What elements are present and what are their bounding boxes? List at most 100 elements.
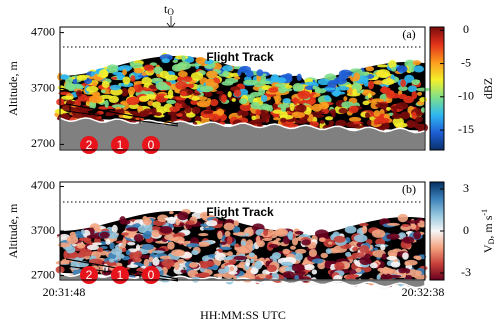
radar-texture	[383, 121, 390, 130]
radar-texture	[407, 85, 418, 93]
radar-texture	[348, 269, 358, 275]
radar-texture	[163, 94, 174, 99]
radar-texture	[329, 109, 336, 115]
radar-texture	[72, 111, 83, 119]
radar-texture	[233, 255, 248, 261]
radar-texture	[314, 88, 327, 94]
radar-texture	[373, 110, 381, 117]
radar-texture	[353, 72, 361, 82]
radar-texture	[210, 99, 219, 107]
radar-texture	[371, 98, 385, 103]
radar-texture	[109, 242, 115, 250]
radar-texture	[324, 95, 331, 101]
marker-label: 2	[86, 268, 93, 282]
radar-texture	[177, 61, 191, 70]
radar-texture	[268, 87, 279, 93]
radar-texture	[261, 80, 271, 85]
marker-label: 0	[148, 138, 155, 152]
radar-texture	[199, 85, 214, 93]
radar-texture	[376, 69, 391, 79]
radar-texture	[280, 261, 293, 267]
radar-texture	[391, 66, 397, 72]
radar-texture	[176, 113, 183, 117]
radar-texture	[297, 90, 311, 100]
y-axis-title: Altitude, m	[6, 61, 20, 116]
x-axis-title: HH:MM:SS UTC	[200, 308, 286, 322]
radar-texture	[76, 75, 88, 81]
marker-label: 1	[117, 268, 124, 282]
radar-texture	[222, 65, 233, 72]
radar-texture	[343, 96, 348, 102]
radar-texture	[255, 109, 262, 116]
radar-texture	[266, 264, 277, 273]
radar-texture	[177, 258, 185, 264]
radar-texture	[124, 230, 138, 239]
radar-texture	[120, 219, 131, 225]
radar-texture	[277, 103, 290, 109]
radar-texture	[177, 211, 189, 221]
radar-texture	[172, 59, 178, 63]
radar-texture	[411, 111, 417, 120]
radar-texture	[414, 116, 424, 123]
radar-texture	[233, 76, 241, 80]
radar-texture	[280, 117, 287, 123]
radar-texture	[415, 255, 422, 261]
radar-texture	[294, 274, 300, 281]
radar-texture	[233, 89, 242, 97]
radar-texture	[80, 229, 86, 235]
radar-texture	[239, 103, 254, 112]
radar-texture	[118, 65, 133, 71]
radar-texture	[381, 253, 387, 260]
radar-texture	[413, 230, 422, 240]
radar-texture	[159, 70, 170, 79]
radar-texture	[397, 213, 409, 223]
radar-texture	[294, 252, 303, 261]
radar-texture	[338, 107, 348, 114]
radar-texture	[182, 76, 193, 82]
radar-texture	[141, 77, 153, 85]
marker-label: 0	[148, 268, 155, 282]
radar-texture	[57, 85, 65, 91]
radar-texture	[101, 80, 110, 89]
radar-texture	[392, 117, 404, 127]
radar-texture	[98, 69, 109, 79]
radar-texture	[233, 232, 246, 236]
radar-texture	[375, 238, 386, 246]
radar-texture	[104, 99, 109, 108]
radar-texture	[412, 60, 421, 66]
radar-texture	[105, 112, 111, 117]
radar-texture	[223, 256, 233, 261]
radar-texture	[161, 259, 175, 268]
descent-line	[65, 103, 179, 125]
radar-texture	[371, 229, 386, 238]
radar-texture	[177, 70, 188, 78]
radar-texture	[291, 111, 306, 119]
radar-texture	[338, 69, 353, 78]
radar-texture	[317, 78, 331, 86]
colorbar-tick-label: -5	[461, 55, 471, 69]
radar-texture	[111, 104, 126, 109]
radar-texture	[185, 220, 195, 225]
radar-texture	[369, 262, 378, 269]
panel-label: (b)	[402, 182, 416, 196]
radar-texture	[67, 83, 75, 92]
radar-texture	[191, 106, 201, 115]
radar-texture	[254, 260, 263, 270]
radar-texture	[152, 101, 161, 108]
radar-texture	[202, 260, 215, 267]
radar-texture	[155, 112, 162, 117]
flight-track-label: Flight Track	[206, 205, 274, 219]
radar-texture	[260, 94, 268, 103]
radar-texture	[120, 232, 129, 236]
radar-texture	[373, 247, 378, 251]
radar-texture	[56, 98, 66, 106]
radar-texture	[152, 257, 160, 266]
radar-texture	[303, 264, 315, 271]
radar-texture	[411, 91, 418, 100]
radar-texture	[199, 226, 205, 231]
colorbar-tick-label: -10	[458, 89, 474, 103]
radar-texture	[188, 63, 202, 67]
radar-texture	[312, 85, 317, 90]
radar-texture	[406, 220, 420, 224]
radar-texture	[143, 64, 155, 71]
